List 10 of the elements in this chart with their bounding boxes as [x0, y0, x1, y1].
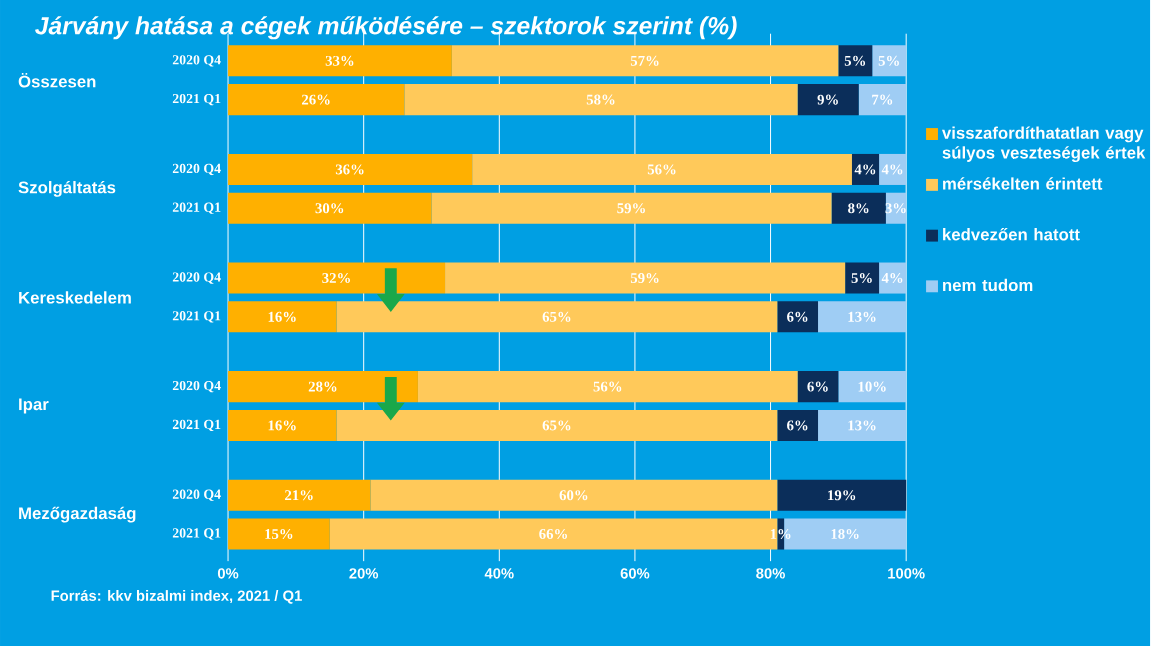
text: Kereskedelem [19, 291, 131, 304]
legend-label: visszafordíthatatlan vagy súlyos veszteségek értek [941, 126, 1146, 162]
chart-title: Járvány hatása a cégek működésére – szektorok szerint (%) [35, 15, 737, 40]
text: Szolgáltatás [18, 180, 116, 197]
text: Mezőgazdaság [19, 506, 136, 523]
legend-label: mérsékelten érintett [943, 177, 1103, 190]
text: Ipar [19, 398, 49, 414]
legend-label: nem tudom [943, 278, 1033, 291]
text: Összesen [18, 72, 96, 88]
legend-label: kedvezően hatott [943, 227, 1080, 241]
